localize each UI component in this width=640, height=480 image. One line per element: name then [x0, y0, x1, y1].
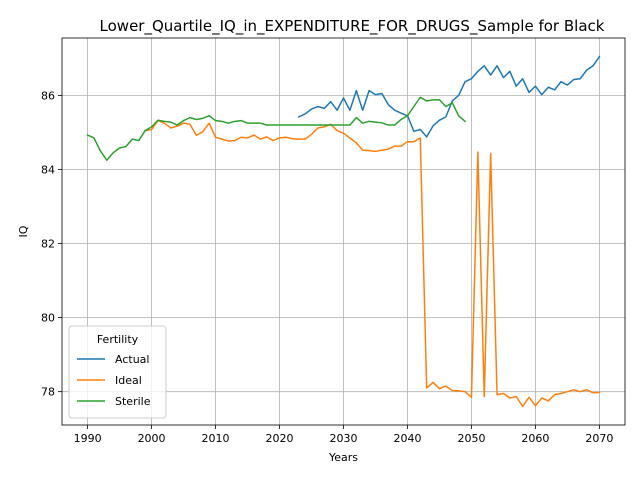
series-line-ideal: [144, 119, 601, 408]
grid: [62, 38, 625, 425]
legend-label-sterile: Sterile: [115, 395, 151, 408]
x-axis-label: Years: [328, 451, 358, 464]
legend-label-actual: Actual: [115, 353, 149, 366]
y-axis-ticks: 78 80 82 84 86: [41, 89, 62, 399]
chart-title: Lower_Quartile_IQ_in_EXPENDITURE_FOR_DRU…: [100, 17, 605, 36]
legend: Fertility Actual Ideal Sterile: [68, 325, 167, 419]
y-tick-label: 78: [41, 386, 55, 399]
x-tick-label: 2070: [585, 432, 613, 445]
x-tick-label: 2040: [393, 432, 421, 445]
x-tick-label: 2000: [138, 432, 166, 445]
y-tick-label: 86: [41, 89, 55, 102]
legend-label-ideal: Ideal: [115, 374, 142, 387]
x-tick-label: 2010: [202, 432, 230, 445]
y-tick-label: 80: [41, 312, 55, 325]
legend-title: Fertility: [97, 333, 139, 346]
x-tick-label: 1990: [74, 432, 102, 445]
y-tick-label: 84: [41, 163, 55, 176]
x-axis-ticks: 1990 2000 2010 2020 2030 2040 2050 2060 2070: [74, 425, 613, 445]
y-tick-label: 82: [41, 238, 55, 251]
series-layer: [86, 55, 601, 408]
x-tick-label: 2050: [457, 432, 485, 445]
legend-box: [68, 325, 167, 419]
x-tick-label: 2020: [266, 432, 294, 445]
x-tick-label: 2060: [521, 432, 549, 445]
series-line-sterile: [86, 96, 467, 161]
y-axis-label: IQ: [17, 225, 30, 237]
x-tick-label: 2030: [330, 432, 358, 445]
series-line-actual: [297, 55, 601, 138]
